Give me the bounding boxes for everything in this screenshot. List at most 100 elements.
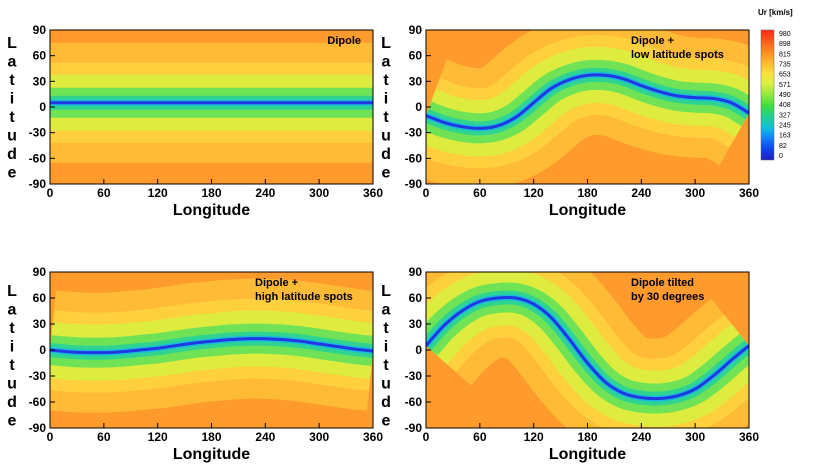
y-tick-label: -90 (29, 421, 47, 435)
x-tick-label: 360 (739, 430, 759, 444)
y-tick-label: 60 (33, 49, 47, 63)
y-tick-label: -60 (29, 395, 47, 409)
panel-3: 0 60 120 180 240 300 3609060300-30-60-90Longit… (7, 265, 383, 463)
y-tick-label: -90 (405, 177, 423, 191)
x-tick-label: 0 (423, 430, 430, 444)
y-axis-label-letter: e (8, 165, 17, 182)
x-tick-label: 0 (423, 186, 430, 200)
panel-title-line: Dipole + (631, 35, 674, 47)
x-tick-label: 0 (47, 186, 54, 200)
panel-title-line: Dipole (327, 35, 361, 47)
panel-title-line: Dipole + (255, 277, 298, 289)
colorbar-tick-label: 163 (779, 133, 791, 140)
y-axis-label-letter: L (381, 283, 391, 300)
y-axis-label-letter: t (383, 109, 389, 126)
x-axis-label: Longitude (173, 202, 250, 219)
y-tick-label: 90 (409, 23, 423, 37)
y-axis-label-letter: a (382, 54, 391, 71)
y-axis-label-letter: L (7, 283, 17, 300)
panel-title-line: by 30 degrees (631, 291, 704, 303)
y-axis-label-letter: i (10, 91, 14, 108)
x-tick-label: 300 (685, 430, 705, 444)
x-tick-label: 240 (631, 186, 651, 200)
y-axis-label-letter: d (381, 394, 391, 411)
x-tick-label: 360 (363, 186, 383, 200)
y-axis-label-letter: t (9, 72, 15, 89)
panel-title-line: Dipole tilted (631, 277, 694, 289)
panel-4: 0 60 120 180 240 300 3609060300-30-60-90Longit… (381, 265, 759, 463)
colorbar-tick-label: 82 (779, 143, 787, 150)
x-axis-label: Longitude (549, 202, 626, 219)
x-tick-label: 240 (255, 430, 275, 444)
y-axis-label-letter: d (7, 394, 17, 411)
y-tick-label: -90 (405, 421, 423, 435)
y-tick-label: 0 (39, 100, 46, 114)
neutral-line (426, 295, 749, 401)
y-tick-label: 60 (409, 49, 423, 63)
y-axis-label-letter: t (383, 72, 389, 89)
x-tick-label: 60 (97, 430, 111, 444)
colorbar-tick-label: 490 (779, 92, 791, 99)
y-tick-label: 90 (33, 23, 47, 37)
x-tick-label: 0 (47, 430, 54, 444)
y-axis-label-letter: i (10, 339, 14, 356)
y-tick-label: 0 (415, 100, 422, 114)
x-tick-label: 120 (148, 430, 168, 444)
y-axis-label-letter: d (7, 146, 17, 163)
colorbar-tick-label: 571 (779, 82, 791, 89)
y-tick-label: 30 (409, 74, 423, 88)
y-axis-label-letter: u (381, 376, 391, 393)
y-axis-label-letter: a (8, 54, 17, 71)
y-axis-label-letter: a (8, 302, 17, 319)
y-tick-label: -30 (29, 126, 47, 140)
y-tick-label: 0 (39, 343, 46, 357)
y-axis-label-letter: e (8, 413, 17, 430)
y-axis-label-letter: a (382, 302, 391, 319)
x-axis-label: Longitude (549, 446, 626, 463)
y-tick-label: 60 (409, 291, 423, 305)
y-axis-label-letter: t (9, 320, 15, 337)
colorbar-tick-label: 980 (779, 31, 791, 38)
y-axis-label-letter: i (384, 91, 388, 108)
y-axis-label-letter: u (381, 128, 391, 145)
x-tick-label: 120 (148, 186, 168, 200)
colorbar-tick-label: 735 (779, 62, 791, 69)
y-tick-label: 60 (33, 291, 47, 305)
x-tick-label: 60 (473, 186, 487, 200)
panel-title: Dipole + high latitude spots (255, 277, 353, 303)
x-tick-label: 120 (524, 430, 544, 444)
x-tick-label: 300 (685, 186, 705, 200)
y-axis-label-letter: d (381, 146, 391, 163)
x-tick-label: 300 (309, 186, 329, 200)
x-tick-label: 60 (473, 430, 487, 444)
colorbar-tick-label: 898 (779, 41, 791, 48)
y-tick-label: -60 (29, 151, 47, 165)
y-tick-label: -90 (29, 177, 47, 191)
x-axis-label: Longitude (173, 446, 250, 463)
colorbar-tick-label: 245 (779, 123, 791, 130)
y-tick-label: -30 (29, 369, 47, 383)
y-tick-label: -30 (405, 369, 423, 383)
x-tick-label: 60 (97, 186, 111, 200)
x-tick-label: 180 (201, 430, 221, 444)
panel-title: Dipole tilted by 30 degrees (631, 277, 704, 303)
colorbar-title: Ur [km/s] (758, 8, 793, 17)
x-tick-label: 300 (309, 430, 329, 444)
x-tick-label: 180 (201, 186, 221, 200)
y-axis-label-letter: e (382, 165, 391, 182)
colorbar-tick-label: 815 (779, 51, 791, 58)
colorbar-tick-label: 408 (779, 102, 791, 109)
panel-title: Dipole + low latitude spots (631, 35, 724, 61)
x-tick-label: 240 (631, 430, 651, 444)
panel-title-line: low latitude spots (631, 49, 724, 61)
y-tick-label: -60 (405, 395, 423, 409)
colorbar-tick-label: 0 (779, 153, 783, 160)
x-tick-label: 360 (363, 430, 383, 444)
neutral-line (426, 73, 749, 130)
x-tick-label: 240 (255, 186, 275, 200)
colorbar-tick-label: 653 (779, 72, 791, 79)
x-tick-label: 180 (577, 186, 597, 200)
